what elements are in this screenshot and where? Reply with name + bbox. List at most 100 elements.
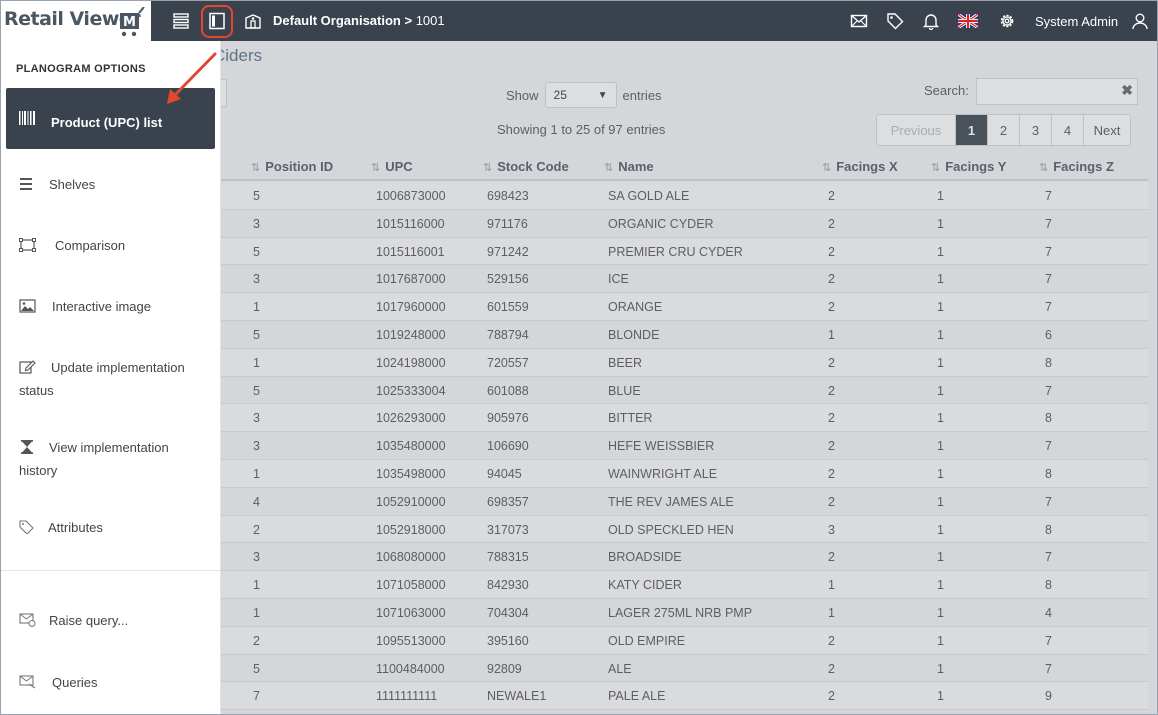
cell-position-id: 5 [253, 383, 260, 398]
sidebar-header: PLANOGRAM OPTIONS [16, 63, 146, 75]
entries-select[interactable]: 25 ▼ [544, 82, 617, 108]
column-header-upc[interactable]: ⇅ UPC [371, 159, 413, 174]
table-row[interactable]: 3 1026293000 905976 BITTER 2 1 8 [221, 404, 1148, 433]
cell-position-id: 1 [253, 578, 260, 593]
cell-facings-z: 8 [1045, 522, 1052, 537]
entries-length-control: Show 25 ▼ entries [506, 82, 662, 108]
sort-icon: ⇅ [251, 162, 261, 174]
shelves-icon [19, 175, 36, 190]
breadcrumb-separator: > [400, 13, 416, 28]
uk-flag-icon[interactable] [956, 9, 980, 33]
cell-name: BROADSIDE [608, 550, 682, 565]
column-header-label: Position ID [265, 159, 334, 174]
gear-icon[interactable] [995, 9, 1019, 33]
bell-icon[interactable] [919, 9, 943, 33]
sidebar-item-product-upc-list[interactable]: Product (UPC) list [6, 88, 215, 149]
table-row[interactable]: 2 1095513000 395160 OLD EMPIRE 2 1 7 [221, 626, 1148, 655]
column-header-position-id[interactable]: ⇅ Position ID [251, 159, 333, 174]
sort-icon: ⇅ [371, 162, 381, 174]
pagination-previous[interactable]: Previous [890, 122, 942, 138]
cell-position-id: 1 [253, 605, 260, 620]
sidebar-item-view-implementation-history[interactable]: View implementation history [19, 436, 209, 482]
sidebar-item-queries[interactable]: Queries [19, 671, 209, 694]
sidebar-item-interactive-image[interactable]: Interactive image [19, 295, 209, 318]
store-map-icon[interactable] [241, 9, 265, 33]
pagination-page-4[interactable]: 4 [1051, 115, 1083, 145]
cell-upc: 1035498000 [376, 466, 446, 481]
column-header-stock-code[interactable]: ⇅ Stock Code [483, 159, 569, 174]
pagination-page-1[interactable]: 1 [955, 115, 987, 145]
table-row[interactable]: 4 1052910000 698357 THE REV JAMES ALE 2 1 7 [221, 487, 1148, 516]
cell-facings-x: 2 [828, 494, 835, 509]
pagination-page-3[interactable]: 3 [1019, 115, 1051, 145]
table-row[interactable]: 5 1100484000 92809 ALE 2 1 7 [221, 654, 1148, 683]
table-row[interactable]: 5 1025333004 601088 BLUE 2 1 7 [221, 376, 1148, 405]
planogram-options-icon[interactable] [205, 9, 229, 33]
cell-name: BITTER [608, 411, 653, 426]
column-header-facings-y[interactable]: ⇅ Facings Y [931, 159, 1006, 174]
cell-name: LAGER 275ML NRB PMP [608, 605, 753, 620]
table-row[interactable]: 2 1052918000 317073 OLD SPECKLED HEN 3 1 8 [221, 515, 1148, 544]
cell-facings-y: 1 [937, 578, 944, 593]
sidebar-item-raise-query[interactable]: Raise query... [19, 609, 209, 632]
column-header-label: Name [618, 159, 654, 174]
sidebar-item-shelves[interactable]: Shelves [19, 173, 209, 196]
cell-facings-z: 7 [1045, 550, 1052, 565]
table-row[interactable]: 1 1071063000 704304 LAGER 275ML NRB PMP 1 1 4 [221, 598, 1148, 627]
table-row[interactable]: 3 1035480000 106690 HEFE WEISSBIER 2 1 7 [221, 432, 1148, 460]
cell-facings-x: 2 [828, 550, 835, 565]
cell-facings-x: 2 [828, 272, 835, 287]
cell-name: ALE [608, 661, 632, 676]
user-name[interactable]: System Admin [1035, 14, 1119, 29]
sidebar-item-label: Interactive image [52, 299, 151, 314]
clear-search-icon[interactable]: ✖ [1121, 82, 1133, 98]
table-row[interactable]: 1 1024198000 720557 BEER 2 1 8 [221, 348, 1148, 377]
table-row[interactable]: 1 1017960000 601559 ORANGE 2 1 7 [221, 293, 1148, 321]
cell-facings-z: 7 [1045, 383, 1052, 398]
column-header-facings-x[interactable]: ⇅ Facings X [822, 159, 898, 174]
cell-facings-y: 1 [937, 244, 944, 259]
table-row[interactable]: 3 1068080000 788315 BROADSIDE 2 1 7 [221, 543, 1148, 572]
cell-facings-x: 2 [828, 633, 835, 648]
table-row[interactable]: 5 1006873000 698423 SA GOLD ALE 2 1 7 [221, 182, 1148, 210]
logo[interactable]: Retail Viewer M [1, 1, 151, 41]
cell-facings-y: 1 [937, 383, 944, 398]
table-row[interactable]: 3 1015116000 971176 ORGANIC CYDER 2 1 7 [221, 209, 1148, 238]
cell-facings-z: 6 [1045, 327, 1052, 342]
chevron-down-icon: ▼ [597, 89, 608, 101]
cell-facings-z: 7 [1045, 272, 1052, 287]
column-header-facings-z[interactable]: ⇅ Facings Z [1039, 159, 1114, 174]
cell-upc: 1068080000 [376, 550, 446, 565]
column-header-label: Facings Y [945, 159, 1007, 174]
user-icon[interactable] [1128, 9, 1152, 33]
cell-position-id: 5 [253, 661, 260, 676]
breadcrumb-organisation[interactable]: Default Organisation [273, 13, 401, 28]
table-row[interactable]: 3 1017687000 529156 ICE 2 1 7 [221, 265, 1148, 294]
search-input[interactable]: ✖ [976, 78, 1138, 105]
column-header-name[interactable]: ⇅ Name [604, 159, 654, 174]
pagination-next[interactable]: Next [1083, 115, 1130, 145]
cell-name: PALE ALE [608, 689, 666, 704]
table-row[interactable]: 5 1019248000 788794 BLONDE 1 1 6 [221, 320, 1148, 349]
mail-icon[interactable] [847, 9, 871, 33]
cell-facings-x: 2 [828, 439, 835, 454]
breadcrumb-current: 1001 [415, 13, 445, 28]
cell-facings-z: 7 [1045, 439, 1052, 454]
table-row[interactable]: 1 1071058000 842930 KATY CIDER 1 1 8 [221, 571, 1148, 599]
tag-icon[interactable] [883, 9, 907, 33]
table-row[interactable]: 5 1015116001 971242 PREMIER CRU CYDER 2 1 7 [221, 237, 1148, 266]
cell-facings-z: 8 [1045, 411, 1052, 426]
table-row[interactable]: 1 1035498000 94045 WAINWRIGHT ALE 2 1 8 [221, 459, 1148, 488]
cell-stock-code: 698423 [487, 189, 529, 203]
sidebar-item-comparison[interactable]: Comparison [19, 234, 209, 257]
pagination-page-2[interactable]: 2 [987, 115, 1019, 145]
sidebar-item-attributes[interactable]: Attributes [19, 516, 209, 539]
cell-stock-code: 529156 [487, 272, 529, 287]
pagination: Previous 1 2 3 4 Next [876, 114, 1131, 146]
list-icon[interactable] [169, 9, 193, 33]
cell-facings-z: 9 [1045, 689, 1052, 704]
sidebar-item-label: Update implementation status [19, 360, 185, 398]
table-row[interactable]: 7 1111111111 NEWALE1 PALE ALE 2 1 9 [221, 682, 1148, 711]
sidebar-item-update-implementation-status[interactable]: Update implementation status [19, 356, 209, 402]
